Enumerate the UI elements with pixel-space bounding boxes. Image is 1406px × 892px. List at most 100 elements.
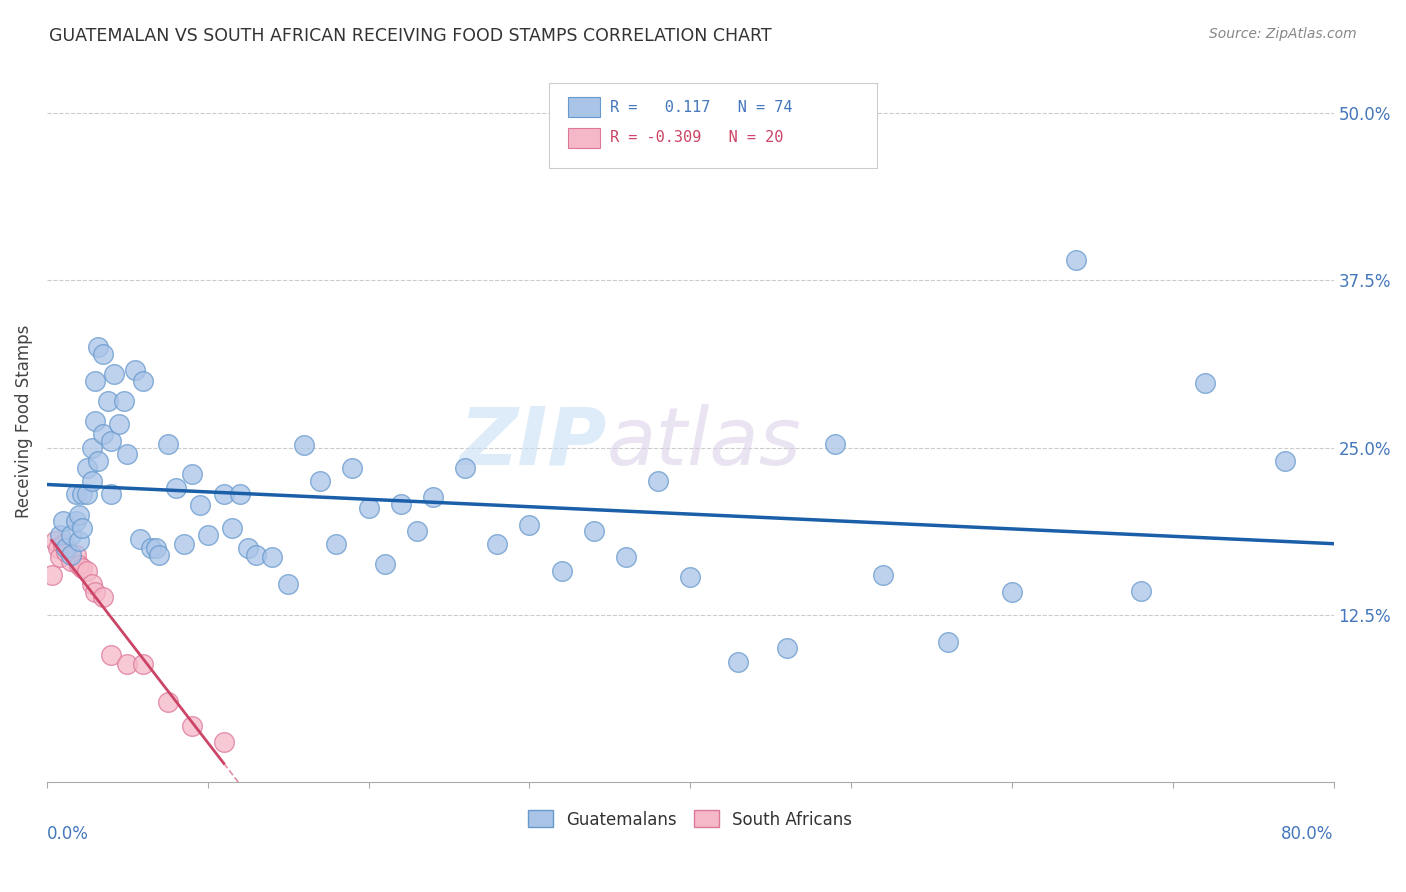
Point	[936, 634, 959, 648]
Point	[148, 548, 170, 562]
Point	[374, 557, 396, 571]
Point	[44, 534, 66, 549]
Point	[84, 374, 107, 388]
Point	[165, 481, 187, 495]
FancyBboxPatch shape	[568, 97, 600, 118]
Point	[727, 655, 749, 669]
Point	[1064, 253, 1087, 268]
Y-axis label: Receiving Food Stamps: Receiving Food Stamps	[15, 324, 32, 517]
Point	[550, 564, 572, 578]
Text: 80.0%: 80.0%	[1281, 825, 1333, 844]
Point	[52, 514, 75, 528]
Point	[103, 367, 125, 381]
Point	[80, 577, 103, 591]
Point	[180, 719, 202, 733]
Point	[212, 735, 235, 749]
Point	[67, 508, 90, 522]
Point	[49, 527, 72, 541]
Point	[132, 657, 155, 672]
Point	[132, 374, 155, 388]
Point	[647, 474, 669, 488]
Point	[1129, 583, 1152, 598]
Point	[72, 521, 94, 535]
Point	[46, 541, 69, 555]
Point	[679, 570, 702, 584]
Point	[117, 447, 139, 461]
FancyBboxPatch shape	[568, 128, 600, 148]
Text: ZIP: ZIP	[460, 403, 606, 482]
Point	[145, 541, 167, 555]
Point	[519, 518, 541, 533]
Point	[49, 550, 72, 565]
Point	[65, 487, 87, 501]
Text: Source: ZipAtlas.com: Source: ZipAtlas.com	[1209, 27, 1357, 41]
Point	[292, 438, 315, 452]
Point	[342, 460, 364, 475]
Point	[60, 548, 83, 562]
Point	[197, 527, 219, 541]
Point	[65, 514, 87, 528]
Point	[67, 558, 90, 573]
Point	[389, 497, 412, 511]
Point	[60, 554, 83, 568]
Point	[1274, 454, 1296, 468]
Point	[188, 498, 211, 512]
Point	[156, 695, 179, 709]
Point	[872, 567, 894, 582]
Text: atlas: atlas	[606, 403, 801, 482]
Point	[60, 527, 83, 541]
Point	[824, 436, 846, 450]
Point	[67, 534, 90, 549]
Point	[100, 434, 122, 448]
Point	[91, 591, 114, 605]
Point	[236, 541, 259, 555]
Point	[309, 474, 332, 488]
Point	[325, 537, 347, 551]
Point	[117, 657, 139, 672]
Legend: Guatemalans, South Africans: Guatemalans, South Africans	[522, 804, 859, 835]
Text: GUATEMALAN VS SOUTH AFRICAN RECEIVING FOOD STAMPS CORRELATION CHART: GUATEMALAN VS SOUTH AFRICAN RECEIVING FO…	[49, 27, 772, 45]
Point	[41, 567, 63, 582]
Text: R = -0.309   N = 20: R = -0.309 N = 20	[610, 130, 783, 145]
Point	[245, 548, 267, 562]
Point	[55, 541, 77, 555]
Point	[1194, 376, 1216, 391]
Point	[100, 487, 122, 501]
Point	[65, 548, 87, 562]
Point	[129, 532, 152, 546]
Point	[87, 454, 110, 468]
Point	[76, 487, 98, 501]
Point	[87, 340, 110, 354]
Point	[156, 436, 179, 450]
Point	[80, 441, 103, 455]
Point	[173, 537, 195, 551]
Point	[72, 561, 94, 575]
Point	[212, 487, 235, 501]
Point	[776, 641, 799, 656]
Point	[614, 550, 637, 565]
FancyBboxPatch shape	[548, 83, 877, 168]
Point	[97, 393, 120, 408]
Point	[229, 487, 252, 501]
Point	[486, 537, 509, 551]
Point	[76, 460, 98, 475]
Point	[582, 524, 605, 538]
Point	[80, 474, 103, 488]
Point	[84, 585, 107, 599]
Point	[277, 577, 299, 591]
Point	[55, 545, 77, 559]
Point	[100, 648, 122, 662]
Point	[454, 460, 477, 475]
Point	[1001, 585, 1024, 599]
Point	[84, 414, 107, 428]
Text: 0.0%: 0.0%	[46, 825, 89, 844]
Point	[72, 487, 94, 501]
Point	[108, 417, 131, 431]
Point	[260, 550, 283, 565]
Point	[91, 427, 114, 442]
Point	[357, 500, 380, 515]
Point	[422, 490, 444, 504]
Point	[112, 393, 135, 408]
Point	[52, 537, 75, 551]
Point	[141, 541, 163, 555]
